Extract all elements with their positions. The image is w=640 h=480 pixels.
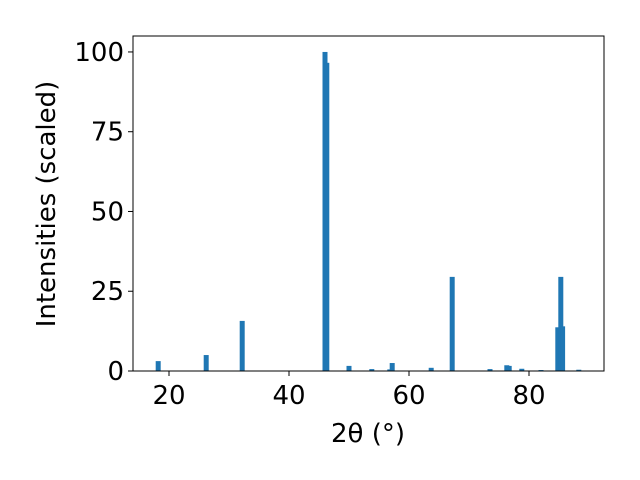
- x-tick-label: 60: [392, 381, 425, 411]
- x-axis-label: 2θ (°): [331, 419, 405, 449]
- x-tick-label: 20: [152, 381, 185, 411]
- bar: [449, 276, 455, 371]
- bar: [506, 365, 512, 371]
- y-tick-label: 25: [91, 277, 124, 307]
- x-tick-label: 80: [512, 381, 545, 411]
- bar: [239, 320, 245, 371]
- bar: [558, 276, 564, 371]
- bar: [519, 368, 525, 371]
- bar: [324, 62, 330, 372]
- bar: [346, 365, 352, 371]
- y-tick-label: 100: [74, 38, 124, 68]
- bar: [428, 367, 434, 371]
- bar: [560, 326, 566, 371]
- bar: [155, 361, 161, 371]
- x-tick-label: 40: [272, 381, 305, 411]
- bar: [487, 369, 493, 371]
- plot-frame: [132, 35, 605, 372]
- y-axis-label: Intensities (scaled): [32, 81, 62, 328]
- bar: [203, 355, 209, 371]
- y-tick-label: 75: [91, 118, 124, 148]
- bar: [555, 327, 561, 371]
- bar: [576, 369, 582, 371]
- bar: [389, 363, 395, 371]
- y-tick-label: 50: [91, 197, 124, 227]
- bar: [369, 369, 375, 371]
- y-tick-label: 0: [107, 357, 124, 387]
